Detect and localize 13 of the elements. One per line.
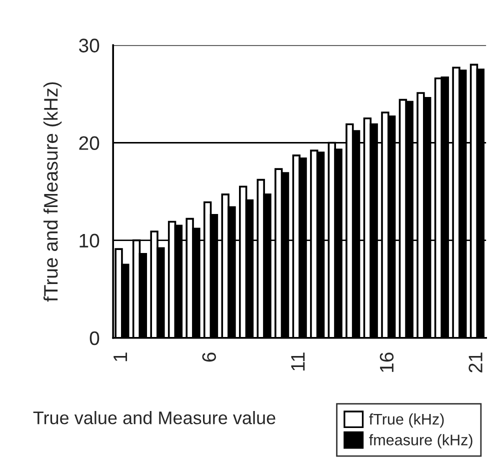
legend-label: fTrue (kHz) [369, 413, 444, 428]
x-tick-label: 11 [291, 352, 305, 370]
y-tick-label: 20 [79, 136, 100, 150]
y-tick-label: 30 [79, 38, 100, 52]
y-tick-label: 10 [80, 234, 100, 248]
legend-label: fmeasure (kHz) [369, 434, 472, 448]
x-tick-label: 1 [114, 352, 127, 362]
x-axis-title: True value and Measure value [33, 411, 276, 424]
x-tick-label: 16 [380, 352, 394, 372]
x-tick-label: 6 [202, 352, 216, 362]
y-tick-label: 0 [90, 331, 100, 346]
y-axis-title: fTrue and fMeasure (kHz) [43, 82, 62, 302]
x-tick-label: 21 [468, 352, 482, 372]
